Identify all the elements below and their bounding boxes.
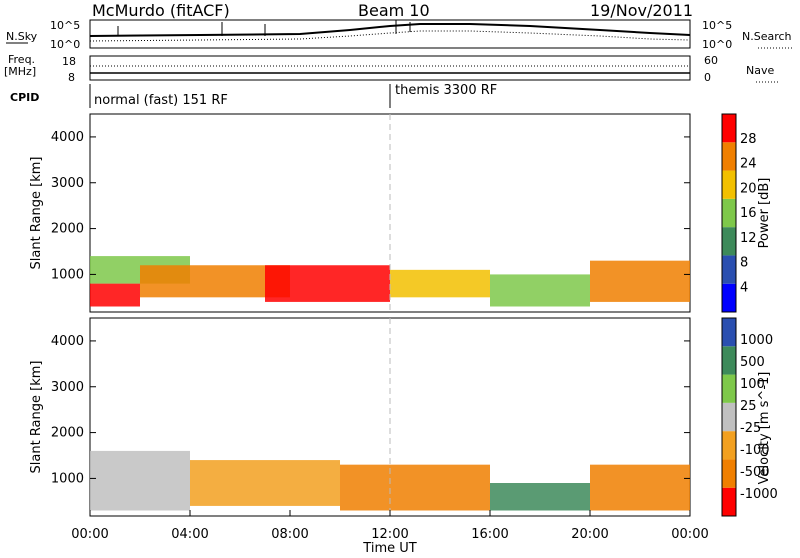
- colorbar-swatch: [722, 431, 736, 460]
- nave-label: Nave: [746, 64, 774, 77]
- x-tick-label: 00:00: [671, 527, 708, 542]
- nsky-tick-top: 10^5: [50, 19, 80, 32]
- nsearch-tick-bottom: 10^0: [702, 38, 732, 51]
- power-panel: 4000 3000 2000 1000 Slant Range [km]: [29, 113, 691, 313]
- colorbar-swatch: [722, 402, 736, 432]
- velocity-panel: 4000 3000 2000 1000 Slant Range [km]: [29, 317, 691, 517]
- nsearch-label: N.Search: [742, 30, 792, 43]
- cpid-panel: CPID normal (fast) 151 RF themis 3300 RF: [10, 83, 497, 108]
- nave-tick-bottom: 0: [704, 71, 711, 84]
- nsky-label: N.Sky: [6, 30, 38, 43]
- y-tick-label: 1000: [51, 471, 84, 486]
- beam-title: Beam 10: [358, 1, 430, 20]
- freq-label-2: [MHz]: [4, 65, 36, 78]
- y-tick-label: 4000: [51, 130, 84, 145]
- freq-tick-bottom: 8: [68, 71, 75, 84]
- y-tick-label: 3000: [51, 176, 84, 191]
- freq-tick-top: 18: [62, 55, 76, 68]
- colorbar-tick-label: 12: [740, 231, 757, 246]
- time-x-axis: 00:00 04:00 08:00 12:00 16:00 20:00 00:00: [71, 510, 709, 542]
- x-tick-label: 12:00: [371, 527, 408, 542]
- velocity-colorbar-label: Velocity [m s^-1]: [757, 372, 772, 485]
- colorbar-tick-label: 24: [740, 157, 757, 172]
- freq-label-1: Freq.: [8, 53, 35, 66]
- nsky-panel: N.Sky 10^5 10^0 N.Search 10^5 10^0: [6, 19, 792, 51]
- x-tick-label: 08:00: [271, 527, 308, 542]
- colorbar-tick-label: 16: [740, 206, 757, 221]
- data-band: [340, 464, 490, 511]
- velocity-ylabel: Slant Range [km]: [29, 361, 44, 474]
- colorbar-swatch: [722, 459, 736, 488]
- colorbar-tick-label: 20: [740, 181, 757, 196]
- y-tick-label: 4000: [51, 334, 84, 349]
- velocity-colorbar-swatches: [721, 317, 737, 517]
- velocity-colorbar: 1000 500 100 25 -25 -100 -500 -1000 Velocity [m…: [721, 317, 778, 517]
- colorbar-swatch: [722, 227, 736, 256]
- nsky-tick-bottom: 10^0: [50, 38, 80, 51]
- x-tick-label: 20:00: [571, 527, 608, 542]
- data-band: [90, 450, 190, 511]
- y-tick-label: 1000: [51, 267, 84, 282]
- data-band: [390, 269, 490, 298]
- colorbar-swatch: [722, 198, 736, 228]
- colorbar-swatch: [722, 170, 736, 199]
- x-tick-label: 04:00: [171, 527, 208, 542]
- colorbar-tick-label: 100: [740, 377, 765, 392]
- x-tick-label: 00:00: [71, 527, 108, 542]
- data-band: [590, 260, 690, 302]
- power-y-axis: 4000 3000 2000 1000: [51, 130, 690, 282]
- colorbar-tick-label: 500: [740, 355, 765, 370]
- data-band: [190, 460, 340, 506]
- colorbar-swatch: [722, 318, 736, 347]
- cpid-label: CPID: [10, 91, 39, 104]
- power-data-layer: [90, 256, 690, 307]
- y-tick-label: 2000: [51, 222, 84, 237]
- power-colorbar-swatches: [721, 113, 737, 313]
- velocity-colorbar-ticks: 1000 500 100 25 -25 -100 -500 -1000: [740, 333, 778, 502]
- velocity-data-layer: [90, 450, 690, 511]
- date-title: 19/Nov/2011: [590, 1, 693, 20]
- colorbar-swatch: [722, 346, 736, 375]
- nsearch-tick-top: 10^5: [702, 19, 732, 32]
- colorbar-swatch: [722, 255, 736, 284]
- colorbar-tick-label: 25: [740, 399, 757, 414]
- colorbar-frame: [721, 113, 737, 313]
- power-colorbar-ticks: 28 24 20 16 12 8 4: [740, 132, 757, 296]
- colorbar-swatch: [722, 114, 736, 143]
- nsearch-trace: [89, 30, 691, 42]
- power-colorbar-label: Power [dB]: [757, 178, 772, 249]
- cpid-segment-1: normal (fast) 151 RF: [94, 93, 228, 108]
- data-band: [490, 483, 590, 511]
- cpid-segment-2: themis 3300 RF: [395, 83, 497, 98]
- data-band: [590, 464, 690, 511]
- velocity-y-axis: 4000 3000 2000 1000: [51, 334, 690, 486]
- colorbar-tick-label: 8: [740, 256, 748, 271]
- data-band: [90, 283, 140, 307]
- colorbar-tick-label: -25: [740, 421, 761, 436]
- colorbar-frame: [721, 317, 737, 517]
- power-colorbar: 28 24 20 16 12 8 4 Power [dB]: [721, 113, 772, 313]
- colorbar-swatch: [722, 283, 736, 312]
- colorbar-tick-label: -500: [740, 465, 770, 480]
- nave-tick-top: 60: [704, 54, 718, 67]
- station-title: McMurdo (fitACF): [92, 1, 230, 20]
- y-tick-label: 2000: [51, 426, 84, 441]
- xlabel: Time UT: [362, 541, 416, 554]
- power-ylabel: Slant Range [km]: [29, 157, 44, 270]
- colorbar-swatch: [722, 487, 736, 516]
- data-band: [490, 274, 590, 307]
- colorbar-tick-label: 28: [740, 132, 757, 147]
- colorbar-tick-label: -1000: [740, 487, 778, 502]
- y-tick-label: 3000: [51, 380, 84, 395]
- colorbar-tick-label: 1000: [740, 333, 773, 348]
- colorbar-swatch: [722, 374, 736, 403]
- freq-panel: Freq. [MHz] 18 8 Nave 60 0: [4, 53, 780, 84]
- data-band: [265, 265, 390, 302]
- colorbar-tick-label: -100: [740, 443, 770, 458]
- colorbar-swatch: [722, 142, 736, 171]
- colorbar-tick-label: 4: [740, 280, 748, 295]
- nsky-trace: [89, 23, 691, 37]
- x-tick-label: 16:00: [471, 527, 508, 542]
